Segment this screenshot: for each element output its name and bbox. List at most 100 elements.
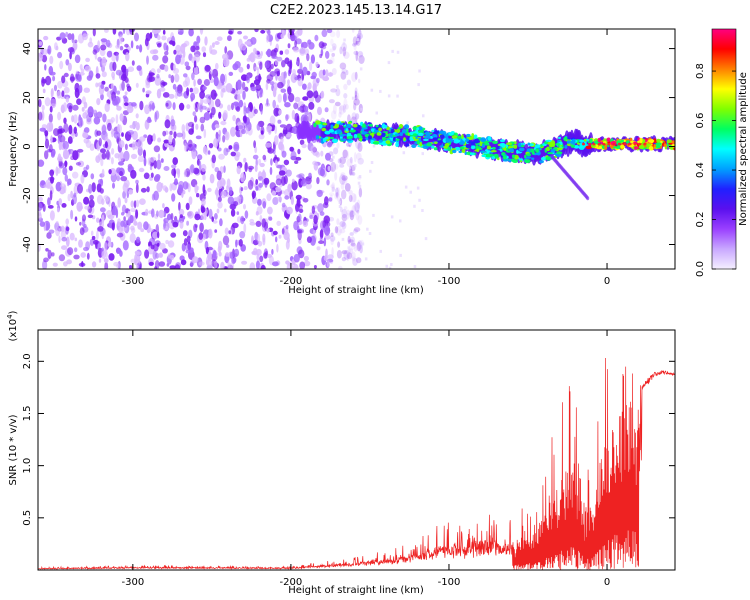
spectrogram-noise-mark (214, 167, 220, 173)
spectrogram-noise-mark (215, 62, 219, 70)
spectrogram-noise-mark (253, 47, 257, 54)
spectrogram-noise-mark (253, 108, 258, 114)
spectrogram-noise-mark (346, 158, 353, 168)
spectrogram-signal-core-mark (487, 136, 492, 141)
spectrogram-noise-mark (72, 194, 77, 205)
spectrogram-signal-core-mark (346, 132, 352, 136)
spectrogram-noise-mark (159, 87, 166, 92)
spectrogram-noise-mark (218, 153, 225, 160)
spectrogram-noise-mark (341, 213, 348, 222)
spectrogram-noise-mark (77, 183, 83, 194)
spectrogram-noise-mark (294, 112, 300, 123)
spectrogram-signal-core-mark (382, 123, 385, 127)
spectrogram-noise-mark (164, 119, 171, 129)
spectrogram-noise-mark (79, 221, 82, 226)
spectrogram-noise-mark (42, 260, 48, 269)
spectrogram-noise-mark (228, 262, 235, 269)
spectrogram-noise-mark (156, 159, 162, 170)
spectrogram-noise-mark (276, 56, 283, 62)
spectrogram-noise-mark (329, 194, 333, 203)
spectrogram-noise-mark (58, 141, 62, 151)
spectrogram-noise-mark (357, 240, 363, 250)
spectrogram-signal-core-mark (431, 129, 435, 132)
spectrogram-noise-mark (343, 51, 350, 59)
spectrogram-noise-mark (301, 41, 308, 49)
spectrogram-noise-mark (297, 101, 304, 107)
spectrogram-noise-mark (259, 214, 263, 223)
spectrogram-speckle-mark (360, 107, 363, 111)
spectrogram-noise-mark (318, 240, 325, 244)
spectrogram-peak-mark (612, 142, 616, 146)
spectrogram-noise-mark (274, 125, 278, 135)
spectrogram-noise-mark (137, 155, 145, 163)
spectrogram-noise-mark (262, 154, 267, 161)
spectrogram-noise-mark (105, 149, 110, 160)
spectrogram-noise-mark (95, 82, 99, 88)
spectrogram-noise-mark (216, 170, 222, 181)
spectrogram-signal-core-mark (389, 140, 396, 143)
spectrogram-noise-mark (353, 203, 357, 212)
spectrogram-noise-mark (210, 49, 218, 55)
spectrogram-noise-mark (332, 45, 336, 52)
spectrogram-noise-mark (216, 208, 220, 214)
spectrogram-noise-mark (339, 105, 346, 111)
spectrogram-noise-mark (68, 105, 73, 113)
spectrogram-noise-mark (329, 259, 334, 264)
spectrogram-noise-mark (267, 29, 271, 35)
spectrogram-noise-mark (48, 229, 55, 234)
spectrogram-noise-mark (278, 170, 286, 176)
spectrogram-noise-mark (284, 102, 291, 108)
spectrogram-frame (37, 28, 676, 270)
spectrogram-noise-mark (51, 252, 55, 257)
spectrogram-noise-mark (346, 209, 350, 216)
spectrogram-noise-mark (256, 123, 261, 131)
spectrogram-noise-mark (240, 215, 245, 225)
spectrogram-noise-mark (310, 54, 315, 64)
spectrogram-noise-mark (100, 44, 107, 51)
spectrogram-noise-mark (326, 260, 330, 268)
spectrogram-noise-mark (81, 96, 86, 105)
spectrogram-signal-core-mark (653, 144, 657, 148)
spectrogram-noise-mark (237, 93, 241, 102)
spectrogram-noise-mark (91, 261, 97, 268)
spectrogram-noise-mark (208, 208, 213, 220)
spectrogram-noise-mark (116, 105, 122, 111)
spectrogram-signal-core-mark (522, 142, 526, 145)
spectrogram-signal-core-mark (350, 127, 354, 131)
spectrogram-noise-mark (44, 150, 49, 160)
spectrogram-noise-mark (173, 49, 177, 55)
spectrogram-noise-mark (124, 91, 128, 96)
spectrogram-noise-mark (175, 54, 181, 65)
spectrogram-noise-mark (291, 180, 298, 191)
spectrogram-noise-mark (38, 202, 43, 212)
spectrogram-noise-mark (163, 139, 170, 144)
spectrogram-noise-mark (116, 90, 121, 95)
spectrogram-noise-mark (97, 56, 102, 62)
spectrogram-noise-mark (105, 251, 108, 259)
spectrogram-signal-core-mark (466, 133, 471, 138)
spectrogram-noise-mark (133, 220, 138, 226)
spectrogram-noise-mark (146, 55, 149, 65)
spectrogram-noise-mark (108, 253, 115, 261)
spectrogram-signal-core-mark (516, 149, 519, 154)
spectrogram-noise-mark (159, 242, 166, 250)
spectrogram-speckle-mark (390, 263, 393, 266)
spectrogram-noise-mark (250, 37, 257, 45)
spectrogram-noise-mark (119, 113, 124, 122)
spectrogram-noise-mark (86, 252, 90, 260)
spectrogram-signal-core-mark (473, 134, 478, 139)
spectrogram-noise-mark (172, 83, 177, 90)
spectrogram-signal-core-mark (547, 152, 553, 155)
spectrogram-noise-mark (214, 260, 218, 269)
spectrogram-noise-mark (156, 181, 163, 193)
spectrogram-noise-mark (153, 190, 160, 201)
spectrogram-noise-mark (330, 161, 337, 172)
spectrogram-noise-mark (126, 83, 130, 89)
spectrogram-noise-mark (234, 248, 240, 257)
spectrogram-noise-mark (336, 225, 342, 236)
spectrogram-noise-mark (71, 115, 75, 123)
spectrogram-noise-mark (171, 193, 176, 202)
spectrogram-noise-mark (336, 249, 342, 259)
spectrogram-noise-mark (55, 226, 61, 237)
spectrogram-noise-mark (74, 87, 80, 99)
